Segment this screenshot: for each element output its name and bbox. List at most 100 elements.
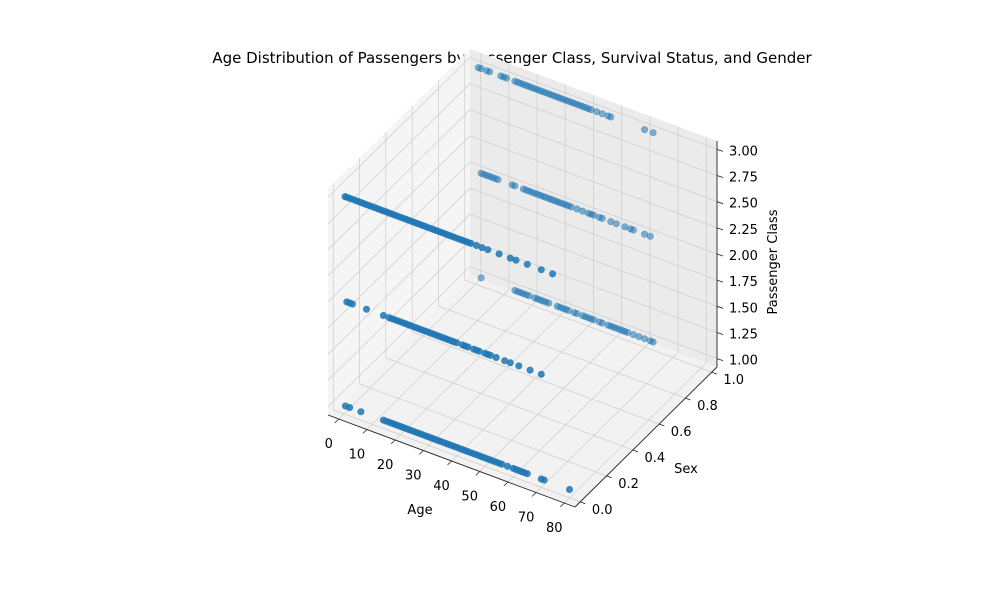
- y-tick-mark: [606, 475, 612, 479]
- x-tick-mark: [475, 471, 480, 476]
- grid-line: [327, 266, 471, 407]
- x-tick-label: 80: [546, 521, 563, 536]
- grid-line: [469, 109, 718, 203]
- grid-line: [469, 187, 718, 281]
- grid-line: [479, 331, 622, 472]
- z-tick-mark: [716, 148, 724, 152]
- grid-line: [451, 320, 594, 462]
- data-point: [649, 338, 657, 346]
- data-point: [346, 403, 354, 411]
- grid-line: [338, 278, 481, 420]
- z-tick-label: 2.50: [729, 197, 758, 212]
- y-tick-label: 0.6: [671, 425, 692, 440]
- x-tick-label: 20: [377, 458, 394, 473]
- x-tick-label: 0: [325, 437, 333, 452]
- grid-line: [507, 341, 651, 483]
- z-tick-label: 2.25: [729, 223, 758, 238]
- data-point: [629, 226, 637, 234]
- z-tick-mark: [716, 358, 724, 362]
- data-point: [612, 220, 620, 228]
- grid-line: [564, 362, 707, 504]
- z-tick-mark: [716, 227, 724, 231]
- x-tick-label: 50: [461, 490, 478, 505]
- y-tick-mark: [632, 449, 639, 453]
- data-point: [523, 260, 531, 268]
- x-tick-mark: [531, 492, 537, 497]
- data-point: [607, 113, 615, 121]
- x-tick-label: 70: [518, 511, 535, 526]
- z-axis-label: Passenger Class: [766, 209, 781, 314]
- grid-line: [464, 279, 712, 373]
- data-point: [495, 250, 503, 258]
- data-point: [348, 300, 356, 308]
- y-tick-label: 0.0: [592, 503, 613, 518]
- x-tick-mark: [390, 439, 396, 445]
- data-point: [523, 470, 531, 478]
- data-point: [549, 270, 557, 278]
- x-tick-label: 40: [433, 479, 450, 494]
- data-point: [598, 214, 606, 222]
- data-point: [357, 408, 365, 416]
- grid-line: [535, 352, 679, 493]
- x-tick-mark: [503, 481, 509, 487]
- x-tick-mark: [419, 450, 424, 455]
- z-tick-label: 1.00: [729, 354, 758, 369]
- z-tick-mark: [716, 332, 724, 335]
- data-point: [511, 182, 519, 190]
- z-tick-label: 2.75: [729, 171, 758, 186]
- z-tick-label: 2.00: [729, 249, 758, 264]
- x-tick-mark: [447, 460, 452, 466]
- x-axis-label: Age: [407, 503, 432, 518]
- x-tick-label: 10: [349, 447, 366, 462]
- y-tick-mark: [685, 397, 691, 401]
- y-tick-label: 0.8: [697, 399, 718, 414]
- x-tick-mark: [560, 502, 565, 508]
- z-tick-label: 1.25: [729, 327, 758, 342]
- data-point: [526, 366, 534, 374]
- data-point: [502, 74, 510, 82]
- grid-line: [412, 331, 660, 425]
- y-tick-label: 1.0: [723, 373, 744, 388]
- data-point: [540, 476, 548, 484]
- z-tick-mark: [716, 305, 724, 309]
- grid-line: [327, 57, 471, 198]
- grid-line: [394, 299, 538, 441]
- x-tick-mark: [362, 429, 368, 434]
- y-tick-mark: [711, 371, 717, 375]
- data-point: [494, 176, 502, 184]
- data-point: [512, 256, 520, 264]
- data-point: [646, 232, 654, 240]
- grid-line: [469, 161, 718, 255]
- data-point: [515, 362, 523, 370]
- y-tick-label: 0.2: [618, 477, 639, 492]
- z-tick-label: 1.75: [729, 275, 758, 290]
- data-point: [477, 274, 485, 282]
- grid-line: [469, 135, 718, 229]
- grid-line: [366, 289, 510, 430]
- y-tick-mark: [580, 501, 586, 505]
- grid-line: [385, 357, 633, 451]
- data-point: [537, 266, 545, 274]
- data-point: [565, 485, 573, 493]
- data-point: [506, 359, 514, 367]
- grid-line: [327, 109, 471, 250]
- z-tick-mark: [716, 201, 724, 205]
- grid-line: [327, 161, 471, 303]
- data-point: [484, 246, 492, 254]
- data-point: [641, 126, 649, 134]
- grid-line: [438, 305, 686, 399]
- z-tick-mark: [716, 253, 724, 257]
- grid-line: [327, 240, 471, 381]
- data-point: [486, 68, 494, 76]
- grid-line: [469, 56, 718, 150]
- grid-line: [469, 83, 718, 176]
- x-tick-mark: [334, 418, 339, 424]
- y-axis-line: [574, 366, 718, 508]
- x-tick-label: 30: [405, 468, 422, 483]
- z-tick-label: 1.50: [729, 301, 758, 316]
- data-point: [492, 353, 500, 361]
- data-points: [341, 64, 657, 493]
- chart-title: Age Distribution of Passengers by Passen…: [212, 49, 812, 67]
- data-point: [537, 370, 545, 378]
